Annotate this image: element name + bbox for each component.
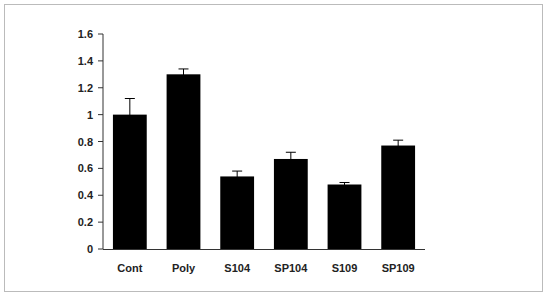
frame [5, 5, 543, 292]
x-tick-label: Cont [117, 262, 142, 274]
error-bar [125, 99, 135, 131]
error-cap [232, 181, 242, 182]
y-tick-label: 0.8 [78, 136, 93, 148]
bars [113, 69, 415, 249]
y-tick-label: 1 [87, 109, 93, 121]
y-tick [98, 195, 103, 196]
y-tick-label: 1.2 [78, 82, 93, 94]
error-cap [179, 68, 189, 69]
error-bar [232, 171, 242, 182]
x-tick-label: SP104 [274, 262, 308, 274]
error-bar [393, 140, 403, 151]
error-cap [393, 140, 403, 141]
bar [167, 74, 201, 249]
y-tick [98, 141, 103, 142]
bar [328, 185, 362, 250]
x-axis [103, 249, 425, 250]
y-tick-label: 1.4 [78, 55, 94, 67]
error-cap [125, 130, 135, 131]
error-cap [125, 98, 135, 99]
error-line [129, 99, 130, 131]
y-tick [98, 249, 103, 250]
y-tick [98, 114, 103, 115]
x-tick-label: SP109 [382, 262, 415, 274]
x-tick-label: S104 [224, 262, 251, 274]
y-tick [98, 168, 103, 169]
y-tick [98, 34, 103, 35]
error-cap [286, 165, 296, 166]
y-tick [98, 87, 103, 88]
error-cap [340, 186, 350, 187]
error-cap [286, 152, 296, 153]
error-cap [340, 182, 350, 183]
error-cap [232, 171, 242, 172]
error-bar [340, 182, 350, 186]
error-cap [179, 79, 189, 80]
chart: 0 0.2 0.4 0.6 0.8 1 1.2 1.4 1.6 Cont Poly S104 SP104… [0, 0, 548, 299]
bar [220, 176, 254, 249]
error-bar [286, 152, 296, 165]
x-tick-label: S109 [332, 262, 358, 274]
bar [381, 146, 415, 249]
y-tick [98, 222, 103, 223]
bar [274, 159, 308, 249]
error-cap [393, 150, 403, 151]
bar [113, 115, 147, 249]
x-tick-label: Poly [172, 262, 196, 274]
error-line [183, 69, 184, 80]
y-tick [98, 60, 103, 61]
y-tick-label: 0.6 [78, 162, 93, 174]
error-line [344, 182, 345, 186]
y-tick-label: 1.6 [78, 28, 93, 40]
error-line [237, 171, 238, 182]
error-line [290, 152, 291, 165]
error-line [398, 140, 399, 151]
error-bar [179, 69, 189, 80]
y-tick-label: 0.2 [78, 216, 93, 228]
y-tick-label: 0.4 [78, 189, 94, 201]
y-tick-label: 0 [87, 243, 93, 255]
